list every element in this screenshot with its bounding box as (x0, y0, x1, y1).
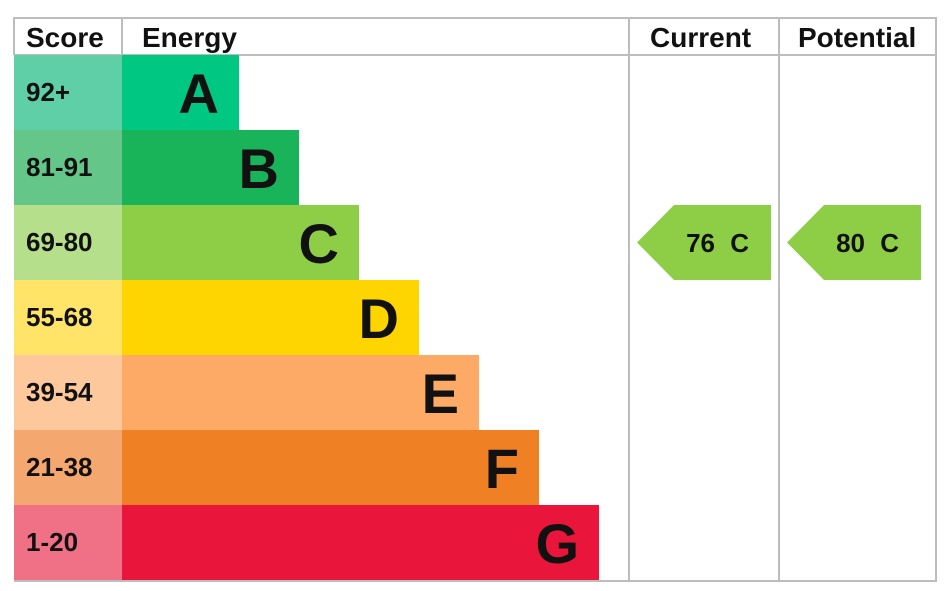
rating-bar: C (122, 205, 359, 280)
divider-right (935, 17, 937, 582)
rating-letter: E (421, 362, 459, 425)
divider-potential (778, 17, 780, 582)
rating-bar: D (122, 280, 419, 355)
table-bottom-border (14, 580, 936, 582)
header-top-border (14, 17, 936, 19)
header-current: Current (650, 22, 752, 53)
score-range: 1-20 (14, 505, 122, 580)
header-potential: Potential (798, 22, 917, 53)
rating-letter: G (535, 512, 579, 575)
divider-current (628, 17, 630, 582)
score-range: 55-68 (14, 280, 122, 355)
rating-bar: A (122, 55, 239, 130)
potential-rating-arrow: 80 C (787, 205, 921, 280)
rating-letter: A (178, 62, 219, 125)
rating-bar: F (122, 430, 539, 505)
rating-bar: G (122, 505, 599, 580)
rating-letter: B (238, 137, 279, 200)
score-range: 39-54 (14, 355, 122, 430)
header-energy-rating: Energy rating (142, 22, 237, 92)
rating-bar: E (122, 355, 479, 430)
score-range: 92+ (14, 55, 122, 130)
rating-letter: D (358, 287, 399, 350)
score-range: 81-91 (14, 130, 122, 205)
rating-bar: B (122, 130, 299, 205)
potential-rating-label: 80 C (836, 228, 899, 258)
current-rating-arrow: 76 C (637, 205, 771, 280)
divider-score (121, 17, 123, 55)
rating-letter: C (298, 212, 339, 275)
divider-left (13, 17, 15, 55)
rating-letter: F (484, 437, 519, 500)
score-range: 21-38 (14, 430, 122, 505)
header-bottom-border (14, 54, 936, 56)
current-rating-label: 76 C (686, 228, 749, 258)
score-range: 69-80 (14, 205, 122, 280)
header-score: Score (26, 22, 104, 53)
